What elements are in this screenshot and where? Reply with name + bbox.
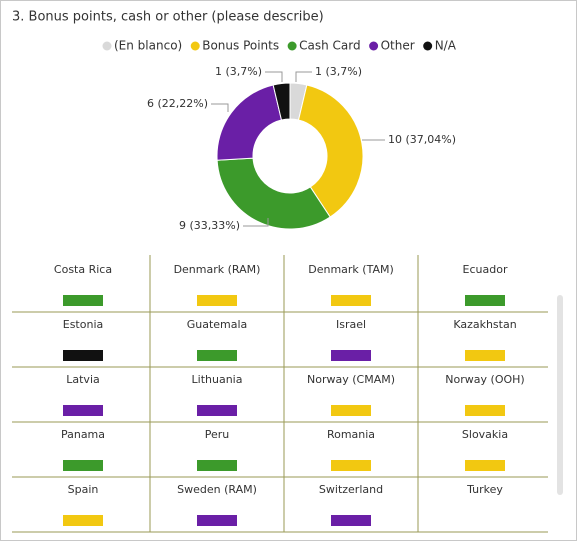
scrollbar[interactable] <box>557 295 563 495</box>
legend-swatch <box>102 41 112 51</box>
legend-label: N/A <box>435 39 457 53</box>
cell-label: Lithuania <box>192 373 243 386</box>
color-bar <box>63 350 103 361</box>
cell-label: Romania <box>327 428 375 441</box>
cell-label: Norway (CMAM) <box>307 373 395 386</box>
color-bar <box>63 405 103 416</box>
cell-label: Israel <box>336 318 366 331</box>
cell-label: Ecuador <box>463 263 508 276</box>
legend-swatch <box>190 41 200 51</box>
legend-label: Other <box>381 39 415 53</box>
color-bar <box>197 295 237 306</box>
color-bar <box>331 350 371 361</box>
color-bar <box>331 460 371 471</box>
color-bar <box>197 515 237 526</box>
cell-label: Sweden (RAM) <box>177 483 257 496</box>
color-bar <box>63 460 103 471</box>
data-label: 1 (3,7%) <box>215 65 262 78</box>
color-bar <box>331 295 371 306</box>
color-bar <box>197 405 237 416</box>
donut-slice <box>272 82 291 121</box>
data-label: 10 (37,04%) <box>388 133 456 146</box>
cell-label: Latvia <box>66 373 100 386</box>
chart-title: 3. Bonus points, cash or other (please d… <box>12 10 324 25</box>
cell-label: Peru <box>205 428 230 441</box>
cell-label: Guatemala <box>187 318 248 331</box>
legend-label: Bonus Points <box>202 39 279 53</box>
cell-label: Costa Rica <box>54 263 112 276</box>
legend-label: (En blanco) <box>114 39 182 53</box>
color-bar <box>465 350 505 361</box>
data-label: 6 (22,22%) <box>147 97 208 110</box>
color-bar <box>63 295 103 306</box>
color-bar <box>465 405 505 416</box>
cell-label: Panama <box>61 428 105 441</box>
color-bar <box>331 405 371 416</box>
leader-line <box>211 103 229 112</box>
data-label: 9 (33,33%) <box>179 219 240 232</box>
color-bar <box>197 350 237 361</box>
legend-swatch <box>369 41 379 51</box>
cell-label: Norway (OOH) <box>445 373 524 386</box>
cell-label: Spain <box>68 483 99 496</box>
legend-swatch <box>423 41 433 51</box>
color-bar <box>465 460 505 471</box>
cell-label: Denmark (TAM) <box>308 263 394 276</box>
legend-label: Cash Card <box>299 39 360 53</box>
color-bar <box>331 515 371 526</box>
donut-slice <box>216 157 331 230</box>
data-label: 1 (3,7%) <box>315 65 362 78</box>
cell-label: Kazakhstan <box>453 318 516 331</box>
color-bar <box>465 295 505 306</box>
cell-label: Denmark (RAM) <box>174 263 261 276</box>
legend-swatch <box>287 41 297 51</box>
leader-line <box>243 218 269 227</box>
cell-label: Turkey <box>466 483 503 496</box>
leader-line <box>295 71 312 82</box>
color-bar <box>197 460 237 471</box>
leader-line <box>265 71 283 82</box>
donut-slice <box>297 84 364 218</box>
cell-label: Slovakia <box>462 428 508 441</box>
cell-label: Switzerland <box>319 483 383 496</box>
cell-label: Estonia <box>63 318 104 331</box>
color-bar <box>63 515 103 526</box>
